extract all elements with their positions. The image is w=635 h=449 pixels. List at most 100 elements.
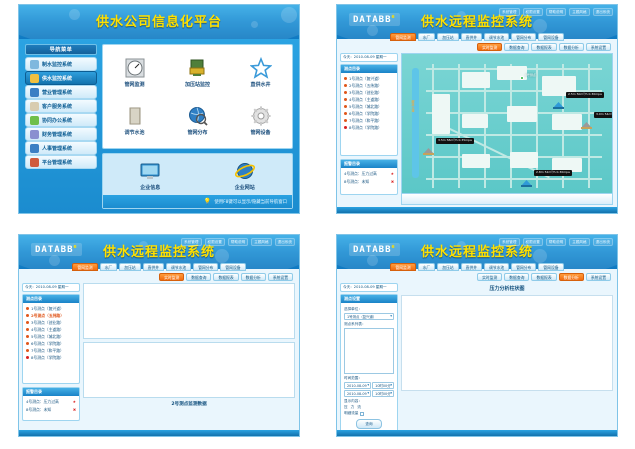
time-from-hour[interactable]: 10时00分 [372, 382, 394, 389]
time-to-hour[interactable]: 10时00分 [372, 390, 394, 397]
radio-flow[interactable]: 流 [357, 405, 361, 409]
alarm-item-0[interactable]: 4号测点：压力过高 ★ [344, 170, 394, 178]
point-item-3[interactable]: 4号测点（主道路） [344, 96, 394, 103]
subtab-3[interactable]: 数据分析 [558, 43, 584, 51]
alarm-item-1[interactable]: 8号测点：未知 ✖ [344, 178, 394, 186]
tab-5[interactable]: 管网分布 [193, 263, 219, 271]
pressure-trend-chart[interactable] [83, 283, 295, 339]
header-button-0[interactable]: 系统管理 [181, 238, 202, 246]
alarm-item-0[interactable]: 4号测点：压力过高 ★ [26, 398, 76, 406]
header-button-2[interactable]: 帮助说明 [545, 238, 567, 246]
subtab-4[interactable]: 系统设置 [267, 273, 293, 281]
point-item-4[interactable]: 5号测点（城北路） [26, 333, 76, 340]
tab-4[interactable]: 调节水池 [166, 263, 192, 271]
subtab-2[interactable]: 数据报表 [531, 273, 557, 281]
app-tile-5[interactable]: 管网设备 [250, 105, 272, 136]
point-item-7[interactable]: 8号测点（学院路） [344, 124, 394, 131]
sidebar-item-7[interactable]: 平台管理系统 [25, 155, 97, 169]
header-button-2[interactable]: 帮助说明 [545, 8, 567, 16]
subtab-3[interactable]: 数据分析 [240, 273, 266, 281]
sidebar-item-5[interactable]: 财务管理系统 [25, 127, 97, 141]
map-facility-3[interactable] [520, 172, 533, 187]
header-button-0[interactable]: 系统管理 [499, 238, 520, 246]
tab-3[interactable]: 直供井 [460, 263, 482, 271]
pipeline-map[interactable]: 解放大道 3.5m 58m³/h 0.35mpa 2.5m 50m³/h 0.30m… [401, 53, 613, 205]
subtab-0[interactable]: 实时监测 [159, 273, 185, 281]
map-point-0[interactable] [520, 76, 524, 80]
map-facility-1[interactable] [552, 94, 565, 109]
sidebar-item-0[interactable]: 制水监控系统 [25, 57, 97, 71]
tab-2[interactable]: 加压站 [437, 33, 459, 41]
sidebar-item-1[interactable]: 供水监控系统 [25, 71, 97, 85]
time-to-date[interactable]: 2010-08-09 [344, 390, 372, 397]
radio-pressure[interactable]: 压 [344, 405, 348, 409]
point-item-4[interactable]: 5号测点（城北路） [344, 103, 394, 110]
sidebar-item-6[interactable]: 人事管理系统 [25, 141, 97, 155]
map-facility-2[interactable] [580, 114, 593, 129]
header-button-3[interactable]: 主题风格 [569, 8, 590, 16]
tab-6[interactable]: 管网设备 [538, 33, 564, 41]
app-tile-2[interactable]: 直供水井 [248, 57, 273, 88]
tab-1[interactable]: 水厂 [417, 263, 436, 271]
subtab-3[interactable]: 数据分析 [558, 273, 584, 281]
header-button-0[interactable]: 系统管理 [499, 8, 520, 16]
tab-6[interactable]: 管网设备 [538, 263, 564, 271]
header-button-3[interactable]: 主题风格 [251, 238, 272, 246]
tab-0[interactable]: 管网监测 [72, 263, 98, 271]
point-item-5[interactable]: 6号测点（学院路） [344, 110, 394, 117]
header-button-4[interactable]: 退出系统 [274, 238, 295, 246]
header-button-4[interactable]: 退出系统 [592, 238, 613, 246]
header-button-1[interactable]: 权限设置 [522, 238, 543, 246]
point-item-2[interactable]: 3号测点（创业路） [344, 89, 394, 96]
header-button-3[interactable]: 主题风格 [569, 238, 590, 246]
subtab-4[interactable]: 系统设置 [585, 273, 611, 281]
header-button-1[interactable]: 权限设置 [204, 238, 225, 246]
app-tile-0[interactable]: 管网监测 [124, 57, 146, 88]
sidebar-item-4[interactable]: 协同办公系统 [25, 113, 97, 127]
subtab-2[interactable]: 数据报表 [213, 273, 239, 281]
bottom-app-tile-0[interactable]: 企业信息 [103, 160, 198, 191]
tab-0[interactable]: 管网监测 [390, 33, 416, 41]
app-tile-1[interactable]: 加压站监控 [185, 57, 210, 88]
point-item-7[interactable]: 8号测点（学院路） [26, 354, 76, 361]
app-tile-4[interactable]: 管网分布 [187, 105, 209, 136]
header-button-4[interactable]: 退出系统 [592, 8, 613, 16]
detail-flow-checkbox[interactable] [360, 411, 365, 416]
header-button-1[interactable]: 权限设置 [522, 8, 543, 16]
tab-1[interactable]: 水厂 [417, 33, 436, 41]
tab-0[interactable]: 管网监测 [390, 263, 416, 271]
point-item-2[interactable]: 3号测点（创业路） [26, 319, 76, 326]
point-item-1[interactable]: 2号测点（五纬路） [26, 312, 76, 319]
map-facility-0[interactable] [422, 140, 435, 155]
selected-points-list[interactable] [344, 328, 394, 374]
tab-3[interactable]: 直供井 [460, 33, 482, 41]
subtab-2[interactable]: 数据报表 [531, 43, 557, 51]
point-item-0[interactable]: 1号测点（复兴道） [344, 75, 394, 82]
tab-4[interactable]: 调节水池 [484, 263, 510, 271]
tab-4[interactable]: 调节水池 [484, 33, 510, 41]
radio-force[interactable]: 力 [350, 405, 355, 409]
tab-5[interactable]: 管网分布 [511, 33, 537, 41]
point-item-3[interactable]: 4号测点（主道路） [26, 326, 76, 333]
tab-5[interactable]: 管网分布 [511, 263, 537, 271]
subtab-1[interactable]: 数据查询 [504, 43, 530, 51]
point-item-6[interactable]: 7号测点（和平路） [344, 117, 394, 124]
tab-3[interactable]: 直供井 [142, 263, 164, 271]
app-tile-3[interactable]: 调节水池 [124, 105, 146, 136]
point-item-5[interactable]: 6号测点（学院路） [26, 340, 76, 347]
subtab-1[interactable]: 数据查询 [504, 273, 530, 281]
pressure-bar-chart[interactable] [401, 295, 613, 391]
point-item-1[interactable]: 2号测点（五纬路） [344, 82, 394, 89]
subtab-4[interactable]: 系统设置 [585, 43, 611, 51]
tab-2[interactable]: 加压站 [437, 263, 459, 271]
alarm-item-1[interactable]: 8号测点：未知 ✖ [26, 406, 76, 414]
tab-6[interactable]: 管网设备 [220, 263, 246, 271]
subtab-0[interactable]: 实时监测 [477, 43, 503, 51]
subtab-0[interactable]: 实时监测 [477, 273, 503, 281]
point-item-0[interactable]: 1号测点（复兴道） [26, 305, 76, 312]
subtab-1[interactable]: 数据查询 [186, 273, 212, 281]
header-button-2[interactable]: 帮助说明 [227, 238, 249, 246]
sidebar-item-3[interactable]: 客户服务系统 [25, 99, 97, 113]
point-item-6[interactable]: 7号测点（和平路） [26, 347, 76, 354]
sidebar-item-2[interactable]: 营业管理系统 [25, 85, 97, 99]
